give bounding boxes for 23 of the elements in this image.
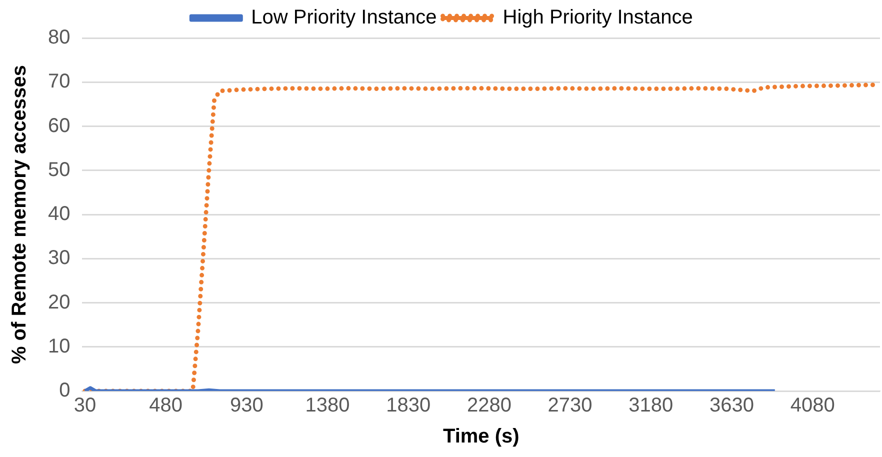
x-tick-label: 3180 — [628, 394, 674, 417]
x-tick-label: 2730 — [548, 394, 592, 417]
y-tick-label: 40 — [48, 203, 70, 226]
y-tick-label: 20 — [48, 291, 70, 314]
x-tick-label: 1380 — [305, 394, 350, 417]
x-tick-label: 3630 — [710, 394, 754, 417]
x-tick-label: 930 — [230, 394, 264, 417]
y-tick-label: 0 — [59, 380, 70, 402]
y-tick-label: 10 — [48, 335, 70, 358]
x-tick-label: 480 — [149, 394, 182, 417]
x-tick-label: 30 — [74, 394, 96, 417]
x-tick-label: 1830 — [386, 394, 431, 417]
y-tick-label: 80 — [48, 26, 70, 49]
y-tick-label: 50 — [48, 158, 70, 181]
y-axis-title: % of Remote memory accesses — [8, 64, 31, 364]
x-tick-label: 4080 — [790, 394, 835, 417]
x-tick-label: 2280 — [466, 394, 512, 417]
legend-label: Low Priority Instance — [251, 6, 437, 29]
y-tick-label: 30 — [48, 247, 70, 270]
x-axis-title: Time (s) — [442, 426, 520, 448]
y-tick-label: 60 — [48, 114, 70, 137]
y-tick-label: 70 — [48, 70, 70, 93]
legend-label: High Priority Instance — [502, 6, 693, 29]
